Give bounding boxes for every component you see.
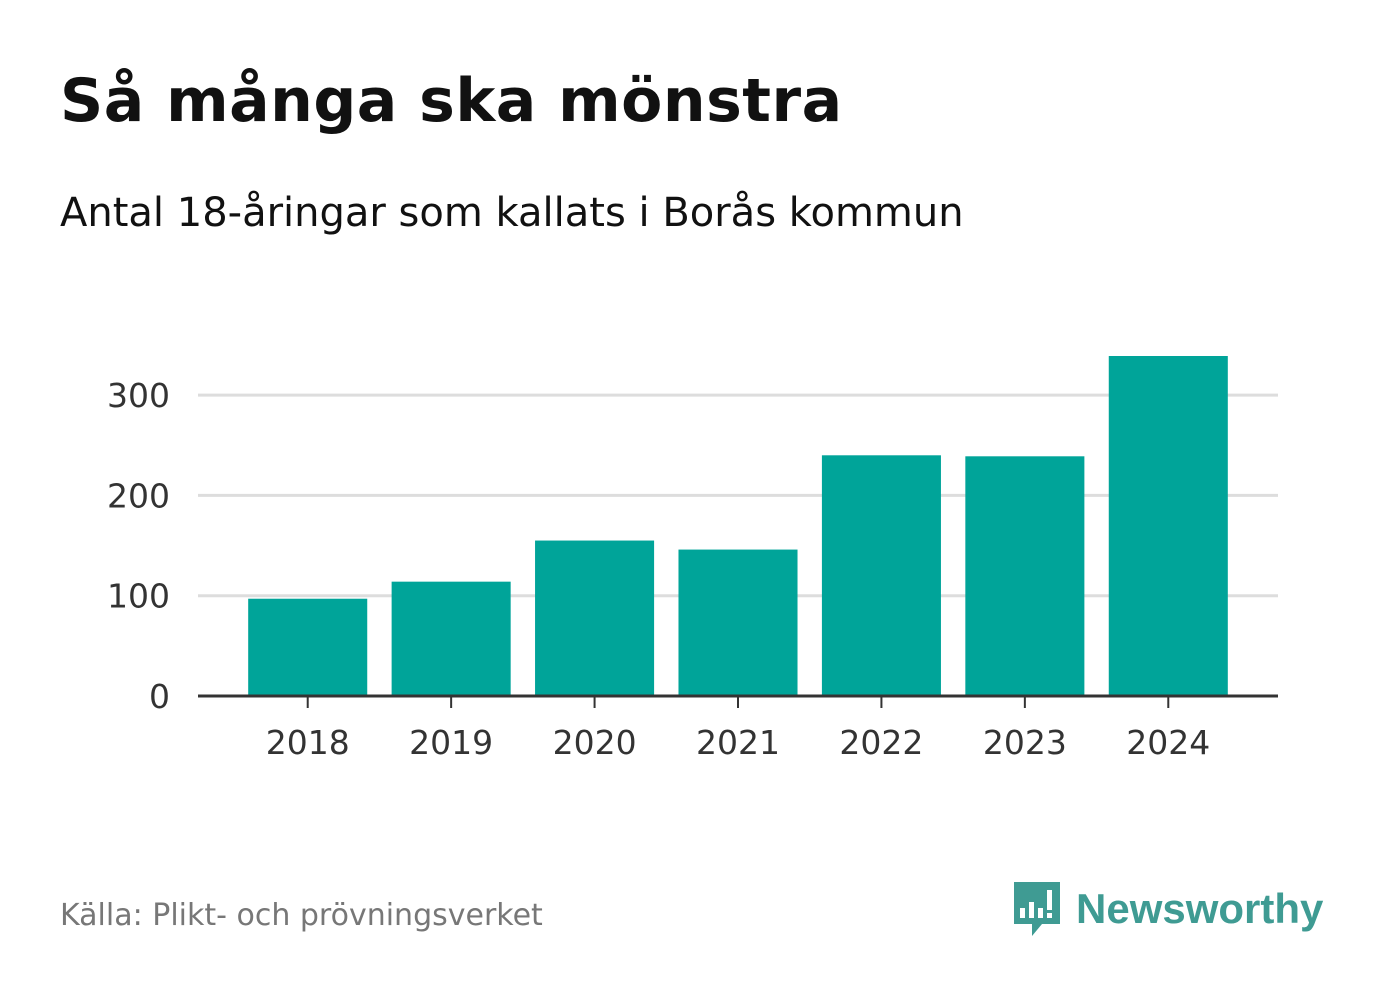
y-tick-label-100: 100 — [107, 577, 170, 616]
x-tick-label-2020: 2020 — [553, 723, 637, 762]
chart-subtitle: Antal 18-åringar som kallats i Borås kom… — [60, 190, 964, 236]
bar-2018 — [248, 598, 368, 696]
newsworthy-chart-bubble-icon — [1014, 882, 1060, 936]
axes — [198, 694, 1278, 708]
y-tick-label-200: 200 — [107, 476, 170, 515]
x-tick-label-2021: 2021 — [696, 723, 780, 762]
x-tick-label-2022: 2022 — [839, 723, 923, 762]
x-tick-label-2019: 2019 — [409, 723, 493, 762]
bar-2024 — [1108, 356, 1228, 696]
brand-logo: Newsworthy — [1010, 878, 1323, 940]
x-tick-label-2024: 2024 — [1126, 723, 1210, 762]
x-tick-label-2018: 2018 — [266, 723, 350, 762]
source-note: Källa: Plikt- och prövningsverket — [60, 898, 543, 933]
brand-name: Newsworthy — [1076, 885, 1324, 932]
bar-2021 — [678, 549, 798, 696]
bar-2022 — [821, 455, 941, 696]
tick-labels: 0 100 200 300 2018 2019 2020 2021 2022 2023 2024 — [107, 376, 1210, 762]
y-tick-label-0: 0 — [149, 677, 170, 716]
bars — [248, 356, 1228, 696]
bar-chart: 0 100 200 300 2018 2019 2020 2021 2022 2023 2024 — [107, 356, 1278, 762]
x-tick-label-2023: 2023 — [983, 723, 1067, 762]
y-tick-label-300: 300 — [107, 376, 170, 415]
bar-2019 — [391, 581, 511, 696]
bar-2020 — [535, 540, 655, 696]
bar-2023 — [965, 456, 1085, 696]
chart-title: Så många ska mönstra — [60, 66, 843, 136]
